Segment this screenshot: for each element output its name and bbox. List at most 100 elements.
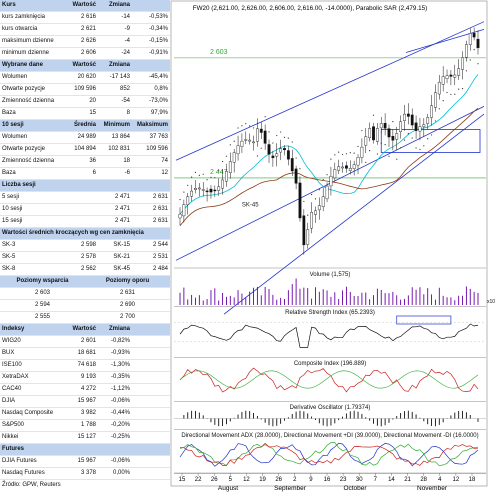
candle-body [244, 139, 248, 141]
candle-body [356, 157, 360, 166]
table-cell: 15 967 [77, 458, 96, 464]
table-cell: -6 [124, 170, 130, 176]
table-row: DJIA 15 967 -0,06% [0, 396, 170, 408]
sar-dot [252, 127, 255, 129]
sar-dot [225, 155, 228, 157]
table-cell: 2 562 [80, 266, 96, 272]
sar-dot [399, 147, 402, 149]
table-row: WIG20 2 601 -0,82% [0, 336, 170, 348]
trend-top [405, 29, 485, 53]
date-label: 28 [420, 477, 427, 483]
table-cell: -0,93% [110, 350, 130, 356]
table-cell: Baza [2, 170, 16, 176]
header-cell [60, 180, 96, 191]
date-label: 5 [229, 477, 233, 483]
table-row: kurs zamknięcia 2 616 -14 -0,53% [0, 12, 170, 24]
candle-body [426, 117, 430, 124]
sar-dot [411, 137, 413, 139]
sar-dot [268, 131, 270, 133]
table-cell: -0,53% [148, 14, 168, 20]
table-cell: 2 471 [114, 194, 130, 200]
sar-dot [249, 125, 251, 127]
table-cell: 9 193 [80, 374, 96, 380]
chart-area: FW20 (2,621.00, 2,626.00, 2,606.00, 2,61… [170, 0, 500, 500]
candle-body [461, 57, 464, 70]
table-cell: BUX [2, 350, 15, 356]
sar-dot [322, 178, 324, 181]
table-cell: 13 864 [111, 134, 130, 140]
table-cell: 0,00% [112, 470, 130, 476]
table-cell: Nasdaq Futures [2, 470, 45, 476]
sar-dot [218, 170, 220, 172]
header-cell [96, 444, 130, 455]
table-row: 10 sesji 2 471 2 631 [0, 204, 170, 216]
date-label: 14 [388, 477, 395, 483]
sar-dot [473, 49, 475, 51]
table-cell: 2 606 [80, 50, 96, 56]
channel-upper [175, 21, 485, 161]
table-cell [130, 456, 170, 467]
table-cell: 10 sesji [2, 206, 23, 212]
liczba-header: Liczba sesji [0, 180, 170, 192]
table-cell: minimum dzienne [2, 50, 50, 56]
sar-dot [233, 140, 235, 142]
data-tables: Kurs Wartość Zmiana kurs zamknięcia 2 616 -14… [0, 0, 170, 500]
sar-dot [465, 70, 467, 72]
table-cell [130, 348, 170, 359]
volume-unit-label: x10 [487, 299, 495, 305]
header-cell: Liczba sesji [2, 182, 36, 188]
table-cell [60, 192, 96, 203]
candle-body [271, 155, 275, 159]
month-label: October [343, 485, 367, 492]
month-label: November [417, 485, 448, 492]
date-label: 4 [438, 477, 442, 483]
candle-body [194, 188, 197, 190]
table-cell: -0,34% [148, 26, 168, 32]
candle-body [360, 146, 364, 158]
table-cell: 0,8% [154, 86, 168, 92]
header-cell [130, 60, 170, 71]
sma-45-line [179, 107, 479, 226]
table-cell: 2 700 [119, 314, 135, 320]
chart-title: FW20 (2,621.00, 2,626.00, 2,606.00, 2,61… [193, 5, 428, 12]
candle-body [232, 152, 236, 163]
candle-body [434, 92, 437, 108]
candle-body [333, 169, 337, 179]
table-cell: 109 596 [74, 86, 96, 92]
sar-dot [419, 148, 421, 151]
date-label: 18 [469, 477, 476, 483]
sar-dot [330, 158, 332, 160]
table-cell: WIG20 [2, 338, 21, 344]
table-cell: 15 967 [77, 398, 96, 404]
header-cell: Zmiana [108, 2, 130, 8]
header-cell [60, 444, 96, 455]
table-cell: 2 626 [80, 38, 96, 44]
table-row: Otwarte pozycje 109 596 852 0,8% [0, 84, 170, 96]
table-cell: -45,4% [148, 74, 168, 80]
sar-dot [442, 100, 444, 102]
candle-body [348, 168, 352, 171]
table-cell: 2 471 [114, 218, 130, 224]
candle-body [294, 168, 298, 184]
table-cell: 5 sesji [2, 194, 20, 200]
candle-body [406, 113, 410, 117]
table-row: kurs otwarcia 2 621 -9 -0,34% [0, 24, 170, 36]
header-cell [96, 180, 130, 191]
table-cell: ISE100 [2, 362, 22, 368]
sar-dot [415, 147, 417, 149]
candle-body [379, 123, 383, 129]
date-label: 9 [309, 477, 313, 483]
table-cell: 2 578 [80, 254, 96, 260]
candle-body [221, 179, 224, 189]
header-cell: Wybrane dane [2, 62, 43, 68]
table-cell [130, 420, 170, 431]
table-cell: 36 [89, 158, 96, 164]
table-row: Wolumen 24 989 13 864 37 763 [0, 132, 170, 144]
table-cell: 109 596 [146, 146, 168, 152]
candle-body [279, 148, 283, 153]
table-row: maksimum dzienne 2 626 -4 -0,15% [0, 36, 170, 48]
candle-body [259, 128, 263, 133]
sar-dot [341, 153, 344, 156]
table-cell [130, 336, 170, 347]
table-cell: Zmienność dzienna [2, 158, 55, 164]
